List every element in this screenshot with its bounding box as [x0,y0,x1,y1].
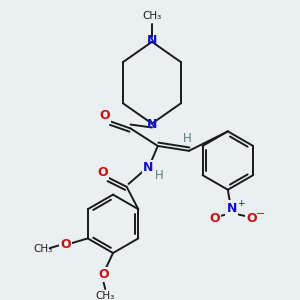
Text: +: + [237,199,244,208]
Text: CH₃: CH₃ [33,244,52,254]
Text: N: N [143,161,153,174]
Text: O: O [246,212,256,225]
Text: O: O [209,212,220,225]
Text: −: − [256,209,266,219]
Text: H: H [155,169,164,182]
Text: N: N [147,118,157,131]
Text: H: H [183,132,191,145]
Text: O: O [98,268,109,281]
Text: N: N [147,34,157,47]
Text: N: N [226,202,237,215]
Text: O: O [99,109,110,122]
Text: CH₃: CH₃ [142,11,162,21]
Text: O: O [97,166,108,179]
Text: O: O [60,238,71,251]
Text: CH₃: CH₃ [96,291,115,300]
